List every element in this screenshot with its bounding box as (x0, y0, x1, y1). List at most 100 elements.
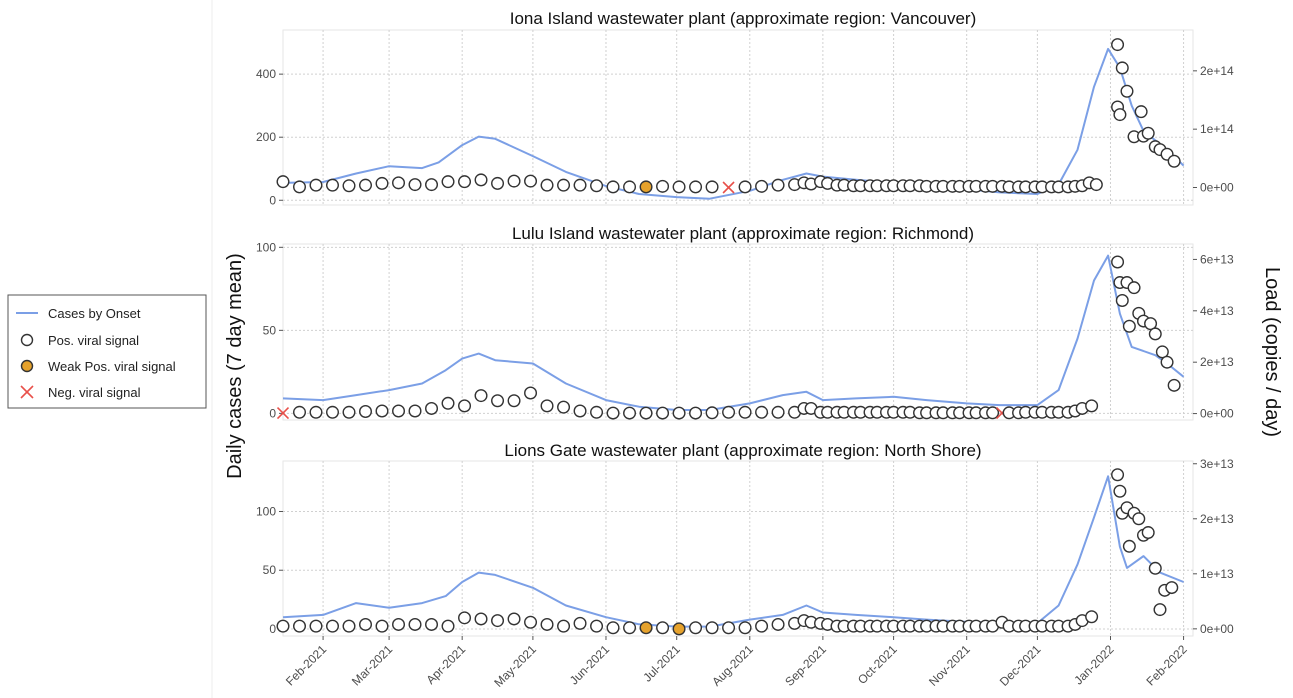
pos-signal-point (441, 396, 455, 410)
pos-signal-point (408, 404, 422, 418)
legend-weak-swatch (20, 359, 34, 373)
x-tick-label: Mar-2021 (349, 642, 395, 688)
x-tick-label: Jan-2022 (1071, 642, 1117, 688)
pos-signal-point (705, 621, 719, 635)
pos-signal-point (771, 405, 785, 419)
pos-signal-point (590, 619, 604, 633)
pos-signal-point (474, 173, 488, 187)
pos-signal-point (425, 178, 439, 192)
pos-signal-point (986, 406, 1000, 420)
legend-label-neg: Neg. viral signal (48, 385, 141, 400)
y2-tick-label: 0e+00 (1200, 407, 1234, 421)
y2-tick-label: 0e+00 (1200, 181, 1234, 195)
panel-lulu: 0 50 100 0e+00 2e+13 4e+13 6e+13 Lulu Island wa… (256, 224, 1234, 421)
y2-tick-label: 2e+14 (1200, 64, 1234, 78)
x-tick-label: Sep-2021 (782, 642, 829, 689)
pos-signal-point (573, 404, 587, 418)
y2-tick-label: 0e+00 (1200, 622, 1234, 636)
y2-tick-label: 3e+13 (1200, 457, 1234, 471)
pos-signal-point (309, 178, 323, 192)
legend-neg-swatch (20, 385, 34, 399)
y-tick-label: 0 (269, 622, 276, 636)
pos-signal-point (1144, 317, 1158, 331)
x-axis-ticks: Feb-2021 Mar-2021 Apr-2021 May-2021 Jun-2021… (283, 636, 1190, 690)
y2-tick-label: 1e+14 (1200, 122, 1234, 136)
pos-signal-point (1141, 126, 1155, 140)
pos-signal-point (276, 619, 290, 633)
legend-label-cases: Cases by Onset (48, 306, 141, 321)
pos-signal-point (458, 399, 472, 413)
y2-tick-label: 2e+13 (1200, 355, 1234, 369)
pos-signal-point (359, 617, 373, 631)
cases-by-onset-line (282, 475, 1184, 628)
x-tick-label: May-2021 (491, 642, 539, 690)
pos-signal-point (689, 180, 703, 194)
pos-signal-point (1141, 526, 1155, 540)
pos-signal-point (474, 389, 488, 403)
legend-label-weak: Weak Pos. viral signal (48, 359, 176, 374)
y2-tick-label: 4e+13 (1200, 304, 1234, 318)
panel-title: Lions Gate wastewater plant (approximate… (504, 441, 981, 460)
pos-signal-point (557, 178, 571, 192)
pos-signal-point (1148, 327, 1162, 341)
pos-signal-point (458, 175, 472, 189)
panel-frame (282, 29, 1194, 206)
legend: Cases by Onset Pos. viral signal Weak Po… (7, 294, 207, 409)
x-tick-label: Jun-2021 (567, 642, 613, 688)
y2-tick-label: 1e+13 (1200, 567, 1234, 581)
x-tick-label: Nov-2021 (926, 642, 973, 689)
panel-title: Lulu Island wastewater plant (approximat… (512, 224, 974, 243)
pos-signal-point (507, 394, 521, 408)
pos-signal-point (623, 621, 637, 635)
pos-signal-point (342, 179, 356, 193)
pos-signal-point (276, 175, 290, 189)
pos-signal-point (326, 178, 340, 192)
weak-pos-signal-point (672, 622, 686, 636)
pos-signal-point (392, 176, 406, 190)
pos-signal-point (507, 612, 521, 626)
pos-signal-point (1167, 378, 1181, 392)
weak-pos-signal-point (639, 180, 653, 194)
y-tick-label: 50 (263, 563, 277, 577)
pos-signal-point (1148, 561, 1162, 575)
legend-label-pos: Pos. viral signal (48, 333, 139, 348)
pos-signal-point (524, 174, 538, 188)
y-tick-label: 0 (269, 193, 276, 207)
pos-signal-point (606, 406, 620, 420)
pos-signal-point (1134, 105, 1148, 119)
x-tick-label: Feb-2022 (1143, 642, 1189, 688)
pos-signal-point (540, 399, 554, 413)
pos-signal-point (623, 406, 637, 420)
pos-signal-point (408, 617, 422, 631)
pos-signal-point (1085, 399, 1099, 413)
pos-signal-point (1120, 84, 1134, 98)
panel-title: Iona Island wastewater plant (approximat… (510, 9, 977, 28)
pos-signal-point (1165, 581, 1179, 595)
pos-signal-point (375, 404, 389, 418)
pos-signal-point (1113, 108, 1127, 122)
pos-signal-point (1115, 294, 1129, 308)
pos-signal-point (1113, 484, 1127, 498)
pos-signal-point (705, 406, 719, 420)
pos-signal-point (738, 180, 752, 194)
pos-signal-point (359, 405, 373, 419)
pos-signal-point (491, 614, 505, 628)
pos-signal-point (309, 619, 323, 633)
pos-signal-point (524, 615, 538, 629)
panel-lions-gate: 0 50 100 0e+00 1e+13 2e+13 3e+13 Lions Gate was… (256, 441, 1234, 637)
pos-signal-point (1085, 610, 1099, 624)
pos-signal-point (392, 404, 406, 418)
pos-signal-point (738, 621, 752, 635)
pos-signal-point (425, 617, 439, 631)
pos-signal-point (474, 612, 488, 626)
right-axis-title: Load (copies / day) (1261, 267, 1283, 437)
pos-signal-point (1153, 603, 1167, 617)
pos-signal-point (392, 617, 406, 631)
pos-signal-point (557, 619, 571, 633)
left-axis-title: Daily cases (7 day mean) (224, 253, 246, 479)
y-tick-label: 100 (256, 240, 276, 254)
y2-tick-label: 2e+13 (1200, 512, 1234, 526)
weak-pos-signal-point (639, 621, 653, 635)
pos-signal-point (1155, 345, 1169, 359)
pos-signal-point (722, 405, 736, 419)
